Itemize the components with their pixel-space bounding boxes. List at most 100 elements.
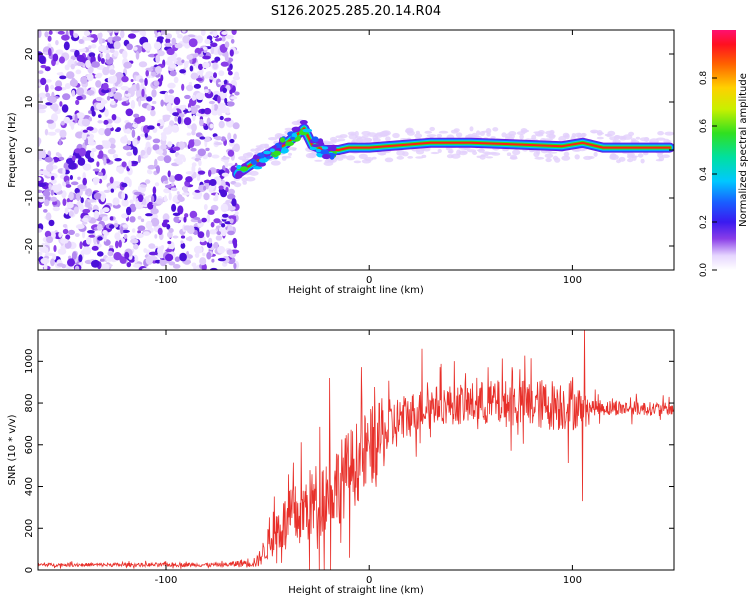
spectrogram-noise-dot [161,221,168,228]
spectrogram-noise-dot [130,79,134,82]
colorbar-tick-label: 0.8 [699,71,709,86]
spectrogram-noise-dot [172,235,179,239]
spectrogram-noise-dot [73,33,79,38]
spectrogram-track-halo [490,136,496,139]
spectrogram-noise-dot [234,91,240,96]
spectrogram-track-halo [415,147,421,153]
spectrogram-noise-dot [218,185,224,190]
spectrogram-noise-dot [137,135,141,141]
spectrogram-noise-dot [210,42,218,48]
spectrogram-noise-dot [209,76,215,80]
spectrogram-track-blob [321,146,329,150]
spectrogram-noise-dot [66,201,74,209]
spectrogram-noise-dot [157,50,165,57]
spectrogram-noise-dot [76,95,83,101]
spectrogram-track-blob [330,144,337,152]
spectrogram-noise-dot [45,247,49,256]
colorbar-tick-label: 0.0 [699,263,709,278]
spectrogram-noise-dot [62,228,69,235]
spectrogram-noise-dot [85,189,89,195]
spectrogram-noise-dot [172,112,180,117]
spectrogram-noise-dot [113,223,119,228]
spectrogram-noise-dot [126,206,132,216]
spectrogram-noise-dot [171,37,177,46]
spectrogram-noise-dot [171,203,177,212]
spectrogram-noise-dot [190,147,197,152]
spectrogram-noise-dot [176,57,182,61]
spectrogram-noise-dot [82,208,91,214]
spectrogram-track-halo [534,156,545,160]
spectrogram-noise-dot [61,34,70,41]
spectrogram-track-halo [455,132,463,138]
spectrogram-noise-dot [132,194,137,202]
spectrogram-noise-dot [210,204,219,212]
spectrogram-noise-dot [102,216,109,222]
spectrogram-track-halo [288,147,297,151]
spectrogram-noise-dot [192,139,202,147]
spectrogram-noise-dot [110,100,116,106]
spectrogram-noise-dot [174,173,183,181]
spectrogram-track-halo [475,130,481,136]
spectrogram-noise-dot [187,236,193,242]
spectrogram-noise-dot [76,192,81,202]
spectrogram-noise-dot [95,144,104,150]
spectrogram-noise-dot [63,116,71,124]
spectrogram-track-halo [655,137,666,141]
spectrogram-track-blob [253,166,263,170]
colorbar-tick-label: 0.6 [699,119,709,134]
spectrogram-track-halo [336,154,345,159]
spectrogram-noise-dot [218,37,222,41]
snr-y-axis: 0 200 400 600 800 1000 [24,349,674,573]
spectrogram-noise-dot [202,46,208,51]
spectrogram-noise-dot [104,108,109,117]
spectrogram-track-blob [319,149,329,155]
spectrogram-track-halo [604,133,610,137]
spectrogram-noise-dot [203,74,211,79]
spectrogram-track-blob [290,136,296,140]
spectrogram-noise-dot [130,99,136,109]
snr-series-line [38,330,674,570]
spectrogram-track-halo [609,154,619,161]
spectrogram-track-halo [414,133,423,139]
spectrogram-noise-dot [160,144,167,150]
spectrogram-noise-dot [153,41,162,50]
spectrogram-noise-dot [79,241,83,250]
spectrogram-noise-dot [194,252,200,258]
spectrogram-noise-dot [91,148,97,152]
spectrogram-noise-dot [224,41,230,48]
spectrogram-noise-dot [202,61,210,69]
spectrogram-noise-dot [90,44,97,49]
spectrogram-track-halo [521,129,530,133]
spectrogram-noise-dot [124,251,130,259]
spectrogram-noise-dot [155,149,164,155]
spectrogram-noise-dot [75,69,82,75]
spectrogram-noise-dot [163,195,168,203]
spectrogram-noise-dot [173,76,179,84]
spectrogram-noise-dot [69,30,74,36]
spectrogram-noise-dot [169,63,177,69]
spectrogram-noise-dot [162,148,167,156]
spectrogram-track-halo [548,151,558,154]
spectrogram-noise-dot [164,92,169,101]
spectrogram-noise-dot [167,170,171,178]
spectrogram-noise-dot [44,230,52,238]
spectrogram-track-halo [246,152,254,157]
spectrogram-track-halo [642,152,649,156]
spectrogram-noise-dot [203,179,211,184]
spectrogram-track-halo [607,130,616,136]
spectrogram-noise-dot [209,267,218,270]
spectrogram-noise-dot [113,252,122,261]
spectrogram-noise-dot [100,194,106,202]
spectrogram-noise-dot [91,245,99,251]
spectrogram-track-blob [291,126,301,133]
spectrogram-noise-dot [103,189,111,193]
spectrogram-noise-dot [220,189,228,198]
spectrogram-noise-dot [50,84,55,90]
spectrogram-noise-dot [208,100,215,105]
spectrogram-noise-dot [199,70,204,78]
spectrogram-noise-dot [226,249,233,256]
spectrogram-noise-dot [90,34,98,43]
spectrogram-track-halo [242,180,247,185]
spectrogram-noise-dot [174,43,183,49]
spectrogram-noise-dot [136,204,144,209]
